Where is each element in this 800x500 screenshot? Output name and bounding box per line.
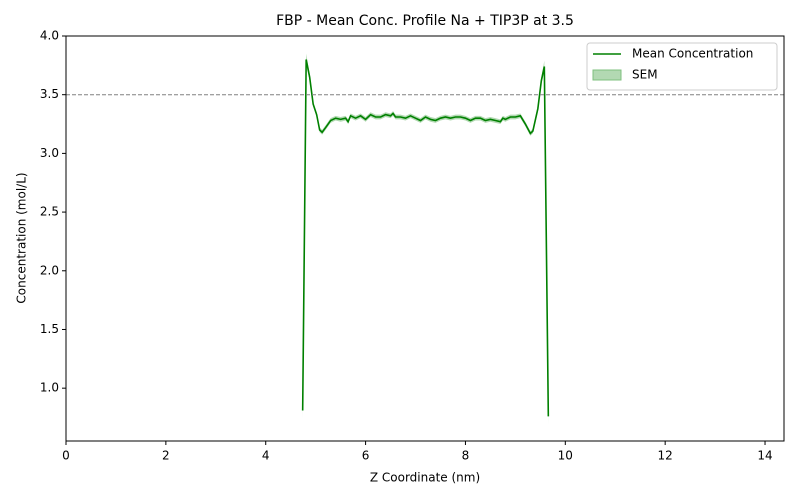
- legend-label: Mean Concentration: [632, 47, 753, 61]
- x-tick-label: 2: [162, 449, 170, 463]
- y-tick-label: 2.0: [40, 263, 59, 277]
- x-tick-label: 12: [658, 449, 673, 463]
- x-tick-label: 14: [757, 449, 772, 463]
- y-axis-label: Concentration (mol/L): [15, 172, 29, 303]
- sem-band: [302, 53, 549, 425]
- x-tick-label: 4: [262, 449, 270, 463]
- legend-label: SEM: [632, 68, 658, 82]
- chart-title: FBP - Mean Conc. Profile Na + TIP3P at 3…: [276, 13, 574, 29]
- y-tick-label: 2.5: [40, 205, 59, 219]
- y-tick-label: 3.0: [40, 146, 59, 160]
- x-tick-label: 10: [558, 449, 573, 463]
- legend-box: [586, 42, 778, 91]
- y-tick-label: 4.0: [40, 29, 59, 43]
- mean-line: [301, 59, 550, 417]
- x-axis-label: Z Coordinate (nm): [370, 471, 480, 485]
- x-tick-label: 0: [62, 449, 70, 463]
- y-tick-label: 1.0: [40, 381, 59, 395]
- y-tick-label: 1.5: [40, 322, 59, 336]
- legend-swatch: [592, 69, 622, 81]
- y-tick-label: 3.5: [40, 87, 59, 101]
- x-tick-label: 6: [362, 449, 370, 463]
- plot-frame: [65, 35, 785, 442]
- x-tick-label: 8: [462, 449, 470, 463]
